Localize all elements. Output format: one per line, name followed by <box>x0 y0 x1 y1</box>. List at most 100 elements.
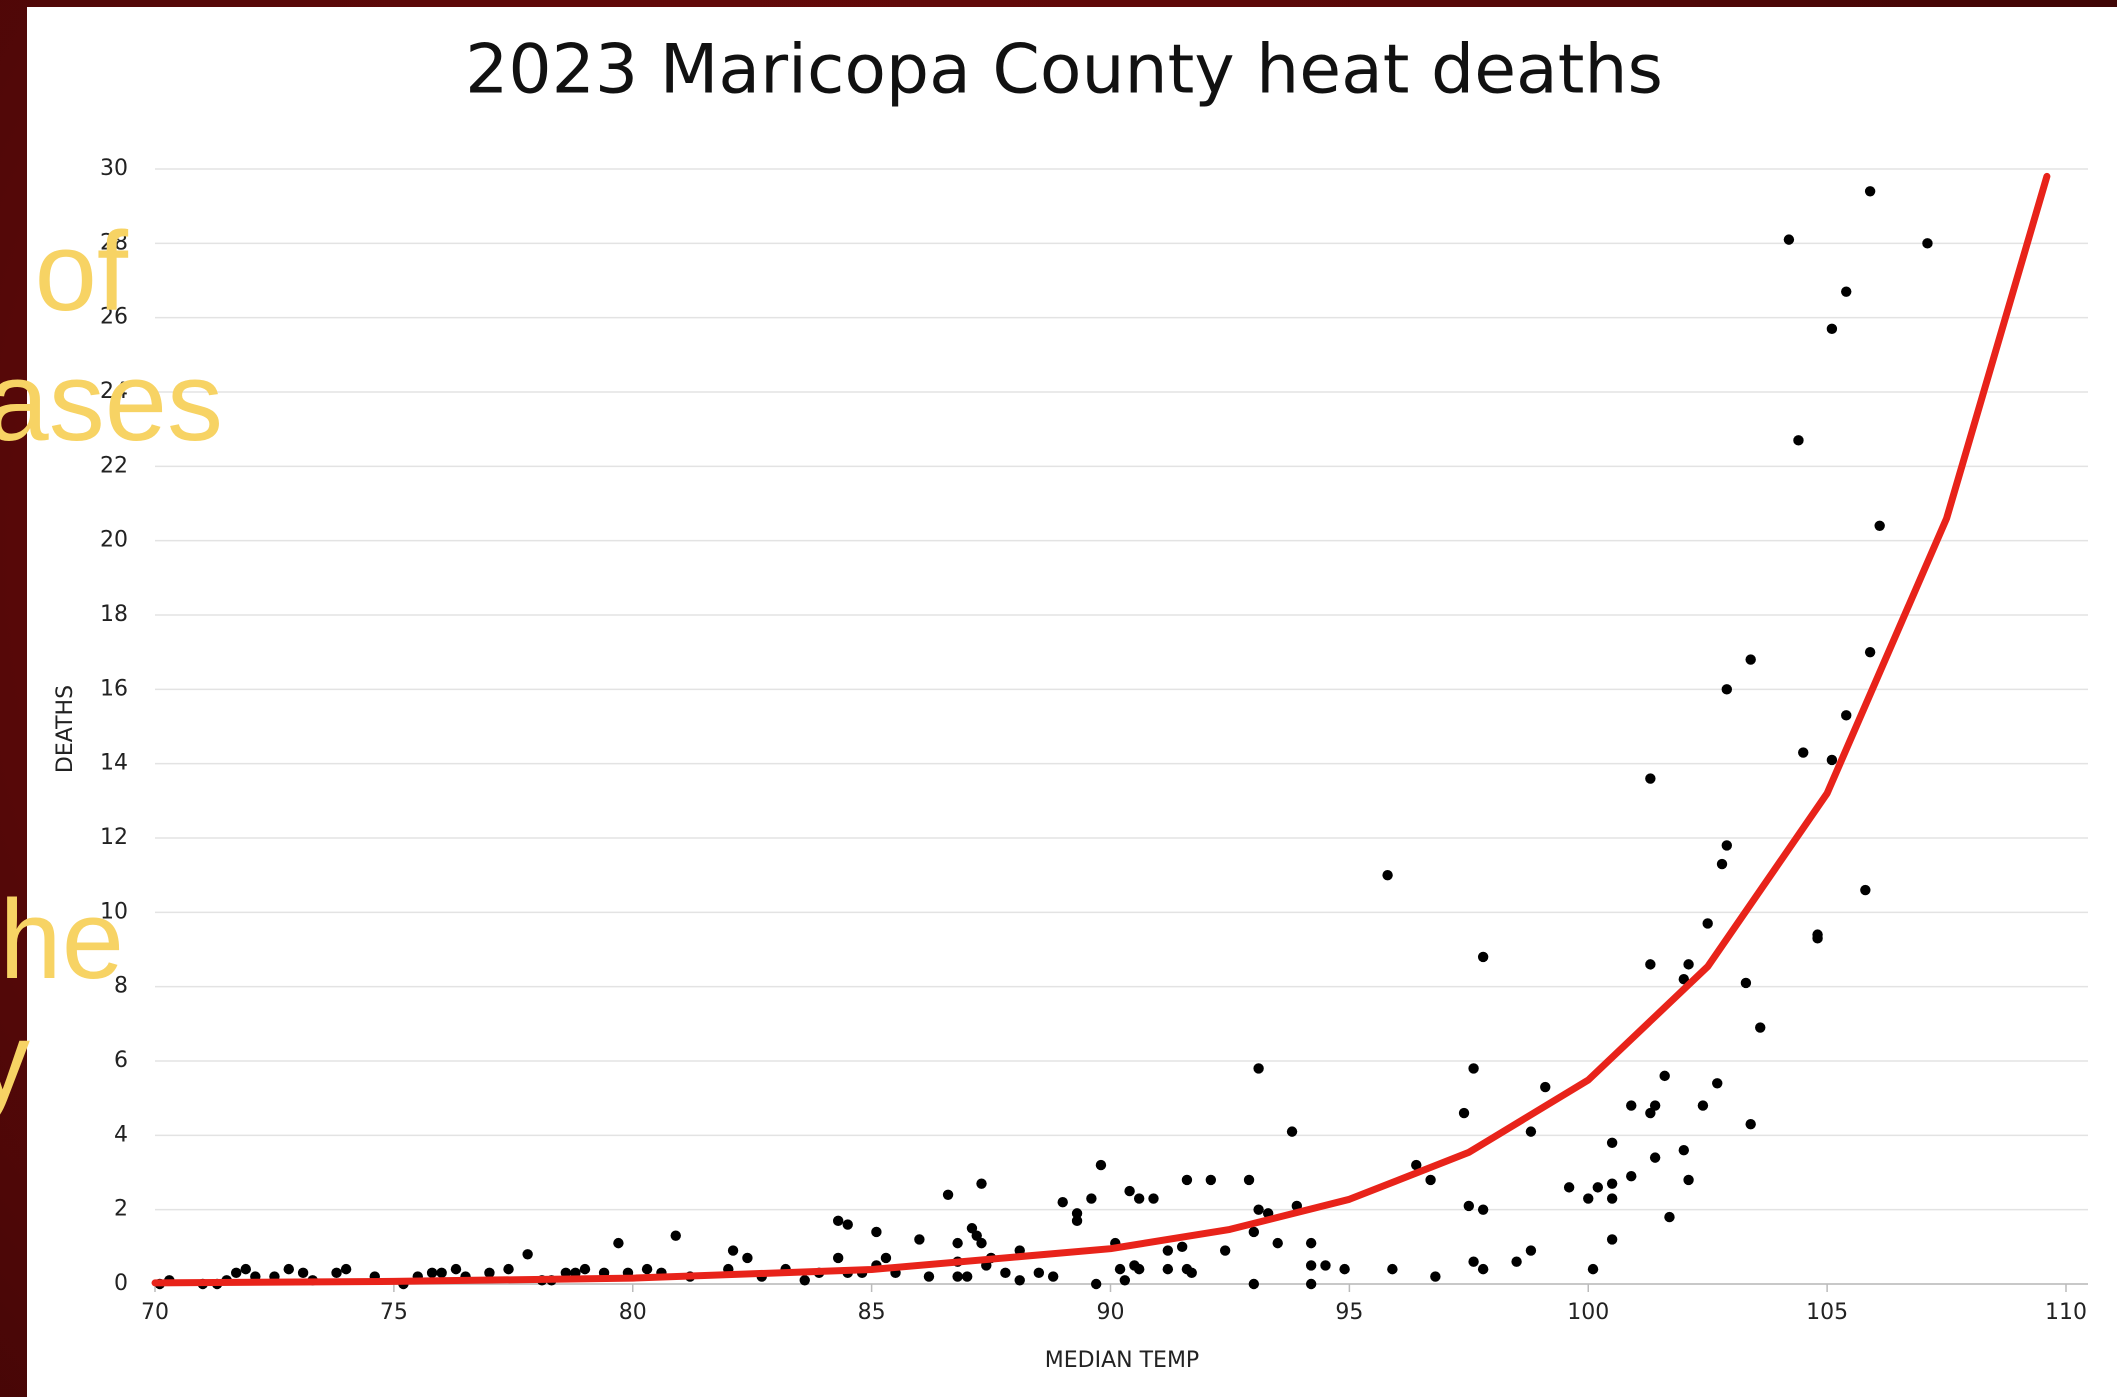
scatter-point <box>1162 1263 1174 1275</box>
x-tick-label: 75 <box>380 1300 408 1325</box>
scatter-point <box>231 1267 242 1279</box>
scatter-point <box>670 1230 681 1241</box>
scatter-point <box>1339 1263 1350 1275</box>
scatter-point <box>503 1263 514 1275</box>
scatter-point <box>1874 520 1885 531</box>
scatter-point <box>1425 1174 1436 1186</box>
scatter-point <box>1587 1263 1599 1275</box>
overlay-fragment: ases <box>0 339 223 464</box>
y-tick-label: 2 <box>114 1197 128 1222</box>
scatter-point <box>1525 1126 1537 1137</box>
scatter-point <box>1826 323 1838 335</box>
scatter-point <box>1477 951 1489 963</box>
y-tick-label: 8 <box>114 974 128 999</box>
scatter-point <box>871 1226 882 1238</box>
y-tick-label: 0 <box>114 1271 128 1296</box>
scatter-point <box>1645 959 1656 970</box>
scatter-point <box>283 1263 294 1275</box>
y-tick-label: 4 <box>114 1122 128 1147</box>
scatter-point <box>426 1267 438 1279</box>
scatter-point <box>1683 1174 1694 1186</box>
scatter-point <box>1860 884 1871 896</box>
scatter-point <box>966 1223 978 1234</box>
x-axis-label: MEDIAN TEMP <box>1045 1348 1199 1373</box>
scatter-point <box>1645 1107 1656 1119</box>
scatter-point <box>1248 1278 1260 1290</box>
scatter-point <box>1430 1271 1441 1282</box>
scatter-point <box>1826 754 1838 766</box>
scatter-point <box>1162 1245 1174 1256</box>
scatter-point <box>1592 1182 1604 1193</box>
scatter-point <box>1841 710 1852 721</box>
scatter-point <box>1071 1215 1083 1227</box>
y-tick-label: 28 <box>100 230 128 255</box>
scatter-point <box>1477 1263 1489 1275</box>
scatter-point <box>1606 1234 1618 1245</box>
scatter-point <box>1606 1178 1618 1189</box>
scatter-point <box>1248 1226 1260 1238</box>
scatter-point <box>1119 1275 1131 1286</box>
scatter-point <box>1664 1211 1675 1223</box>
scatter-point <box>1783 234 1795 245</box>
y-tick-label: 10 <box>100 899 128 924</box>
scatter-point <box>1305 1278 1317 1290</box>
overlay-fragment: of <box>35 209 129 334</box>
scatter-point <box>1176 1241 1188 1253</box>
scatter-point <box>1745 1118 1756 1130</box>
scatter-point <box>976 1178 987 1189</box>
scatter-point <box>1721 684 1732 695</box>
scatter-point <box>1090 1278 1102 1290</box>
x-tick-label: 85 <box>858 1300 886 1325</box>
y-tick-label: 26 <box>100 305 128 330</box>
scatter-point <box>1626 1100 1637 1111</box>
x-tick-label: 95 <box>1335 1300 1363 1325</box>
y-tick-label: 20 <box>100 528 128 553</box>
scatter-point <box>1387 1263 1398 1275</box>
y-tick-label: 12 <box>100 825 128 850</box>
scatter-point <box>1014 1275 1025 1286</box>
scatter-point <box>1716 858 1728 870</box>
scatter-point <box>1272 1237 1283 1249</box>
scatter-point <box>1697 1100 1709 1111</box>
scatter-point <box>1922 238 1933 249</box>
scatter-point <box>1463 1200 1475 1212</box>
scatter-point <box>1057 1197 1068 1208</box>
scatter-point <box>1540 1081 1551 1093</box>
scatter-point <box>1205 1174 1217 1186</box>
scatter-point <box>1678 974 1690 985</box>
scatter-point <box>1253 1063 1264 1074</box>
overlay-fragment: y <box>0 999 30 1124</box>
scatter-point <box>1305 1260 1317 1271</box>
scatter-point <box>1798 747 1809 758</box>
scatter-point <box>240 1263 251 1275</box>
scatter-point <box>971 1230 982 1241</box>
chart-title: 2023 Maricopa County heat deaths <box>465 31 1663 110</box>
scatter-point <box>1148 1193 1159 1204</box>
scatter-point <box>1000 1267 1011 1279</box>
scatter-point <box>1133 1263 1145 1275</box>
scatter-point <box>1626 1171 1637 1182</box>
scatter-point <box>1320 1260 1331 1271</box>
scatter-point <box>1186 1267 1197 1279</box>
scatter-point <box>1095 1159 1107 1171</box>
scatter-point <box>914 1234 925 1245</box>
scatter-point <box>1477 1204 1489 1215</box>
scatter-point <box>1649 1152 1661 1163</box>
scatter-point <box>1525 1245 1537 1256</box>
scatter-point <box>1033 1267 1045 1279</box>
scatter-point <box>1468 1063 1479 1074</box>
x-tick-label: 70 <box>141 1300 169 1325</box>
scatter-point <box>1219 1245 1231 1256</box>
scatter-point <box>923 1271 935 1282</box>
scatter-point <box>1755 1022 1766 1033</box>
scatter-point <box>1740 977 1752 989</box>
scatter-point <box>727 1245 739 1256</box>
scatter-point <box>1864 186 1876 197</box>
scatter-point <box>297 1267 309 1279</box>
y-tick-label: 24 <box>100 379 128 404</box>
scatter-point <box>1124 1185 1135 1197</box>
scatter-point <box>1382 869 1393 881</box>
